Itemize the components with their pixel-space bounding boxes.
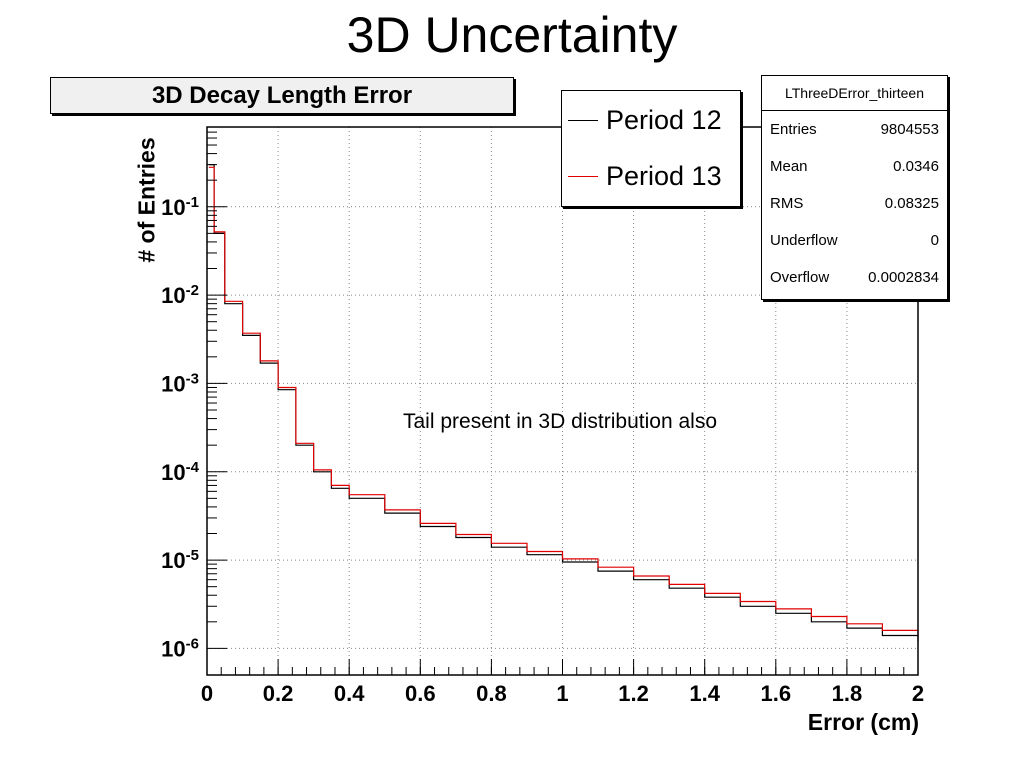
- x-axis-label: Error (cm): [807, 709, 919, 735]
- legend: Period 12 Period 13: [561, 90, 741, 207]
- x-tick-label: 1.6: [761, 681, 792, 706]
- x-tick-label: 1.8: [832, 681, 863, 706]
- y-tick-label: 10-4: [161, 458, 199, 485]
- y-tick-label: 10-5: [161, 547, 199, 574]
- stats-box: LThreeDError_thirteen Entries 9804553 Me…: [761, 75, 948, 300]
- stats-key: RMS: [770, 195, 804, 212]
- legend-entry-period-13: Period 13: [568, 161, 722, 191]
- x-tick-label: 1.4: [689, 681, 720, 706]
- stats-row-entries: Entries 9804553: [762, 111, 947, 148]
- stats-name: LThreeDError_thirteen: [762, 76, 947, 111]
- legend-label-period-13: Period 13: [606, 160, 722, 191]
- series-layer: [208, 164, 919, 642]
- stats-value: 0.0346: [893, 158, 939, 175]
- histogram-title: 3D Decay Length Error: [151, 81, 413, 109]
- legend-swatch-period-12: [568, 119, 598, 121]
- stats-value: 9804553: [880, 121, 939, 138]
- stats-key: Underflow: [770, 232, 838, 249]
- histogram-title-box: 3D Decay Length Error: [50, 77, 514, 114]
- stats-row-underflow: Underflow 0: [762, 222, 947, 259]
- x-tick-label: 0.2: [263, 681, 294, 706]
- y-tick-label: 10-2: [161, 282, 199, 309]
- y-tick-label: 10-6: [161, 635, 199, 662]
- legend-entry-period-12: Period 12: [568, 105, 722, 135]
- stats-key: Mean: [770, 158, 808, 175]
- y-tick-label: 10-3: [161, 370, 199, 397]
- series-line-period-13: [208, 166, 919, 636]
- x-tick-label: 1: [556, 681, 568, 706]
- stats-value: 0: [930, 232, 939, 249]
- y-axis-ticks: 10-1 10-2 10-3 10-4 10-5 10-6: [161, 131, 227, 662]
- stats-row-rms: RMS 0.08325: [762, 185, 947, 222]
- stats-row-overflow: Overflow 0.0002834: [762, 259, 947, 296]
- stats-key: Entries: [770, 121, 817, 138]
- annotation-text: Tail present in 3D distribution also: [403, 410, 717, 433]
- legend-swatch-period-13: [568, 175, 598, 177]
- x-tick-label: 0.6: [405, 681, 436, 706]
- slide-title: 3D Uncertainty: [346, 7, 678, 63]
- x-axis-ticks: 0 0.2 0.4 0.6 0.8 1 1.2 1.4 1.6 1.8 2: [201, 659, 924, 706]
- legend-label-period-12: Period 12: [606, 104, 722, 135]
- x-tick-label: 0: [201, 681, 213, 706]
- x-tick-label: 0.4: [334, 681, 365, 706]
- x-tick-label: 2: [912, 681, 924, 706]
- stats-key: Overflow: [770, 269, 830, 286]
- x-tick-label: 0.8: [476, 681, 507, 706]
- stats-value: 0.0002834: [868, 269, 939, 286]
- stats-row-mean: Mean 0.0346: [762, 148, 947, 185]
- y-tick-label: 10-1: [161, 193, 199, 220]
- y-axis-label: # of Entries: [133, 137, 160, 263]
- stats-value: 0.08325: [884, 195, 939, 212]
- x-tick-label: 1.2: [618, 681, 649, 706]
